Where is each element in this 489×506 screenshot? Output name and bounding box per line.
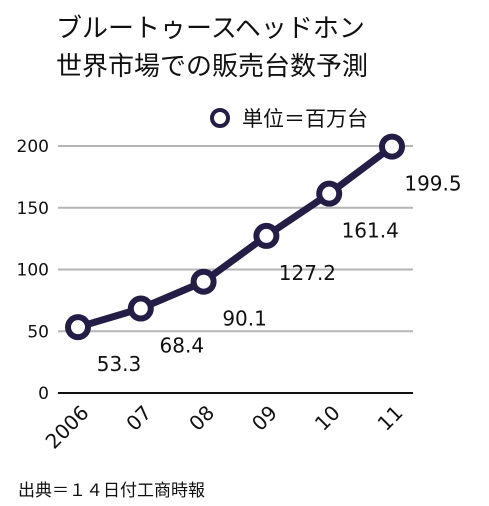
x-tick-label-09: 09: [247, 401, 282, 436]
data-label-11: 199.5: [404, 172, 461, 196]
source-note: 出典＝１４日付工商時報: [18, 481, 205, 501]
data-point-10: [316, 180, 343, 207]
x-tick-label-11: 11: [373, 401, 408, 436]
y-tick-label-200: 200: [17, 137, 49, 157]
x-tick-label-07: 07: [121, 401, 156, 436]
y-tick-label-100: 100: [17, 261, 49, 281]
data-point-2006: [65, 314, 91, 341]
chart-title-line-2: 世界市場での販売台数予測: [56, 52, 369, 82]
data-label-08: 90.1: [222, 307, 267, 331]
data-point-09: [253, 222, 280, 249]
y-tick-label-0: 0: [38, 384, 49, 404]
data-label-10: 161.4: [342, 219, 399, 243]
x-tick-label-10: 10: [310, 401, 345, 436]
x-tick-label-2006: 2006: [41, 401, 94, 454]
data-point-07: [127, 295, 154, 322]
data-label-07: 68.4: [160, 334, 205, 358]
x-tick-label-08: 08: [184, 401, 219, 436]
data-label-09: 127.2: [279, 261, 336, 285]
y-tick-label-150: 150: [17, 199, 49, 219]
chart-legend: 単位＝百万台: [210, 104, 368, 132]
legend-label: 単位＝百万台: [242, 107, 368, 131]
data-point-08: [190, 268, 217, 295]
y-tick-label-50: 50: [27, 322, 49, 342]
data-label-2006: 53.3: [97, 352, 142, 376]
chart-title: ブルートゥースヘッドホン 世界市場での販売台数予測: [56, 10, 368, 86]
chart-title-line-1: ブルートゥースヘッドホン: [56, 14, 365, 44]
legend-marker-icon: [210, 108, 230, 128]
data-point-11: [379, 133, 405, 160]
